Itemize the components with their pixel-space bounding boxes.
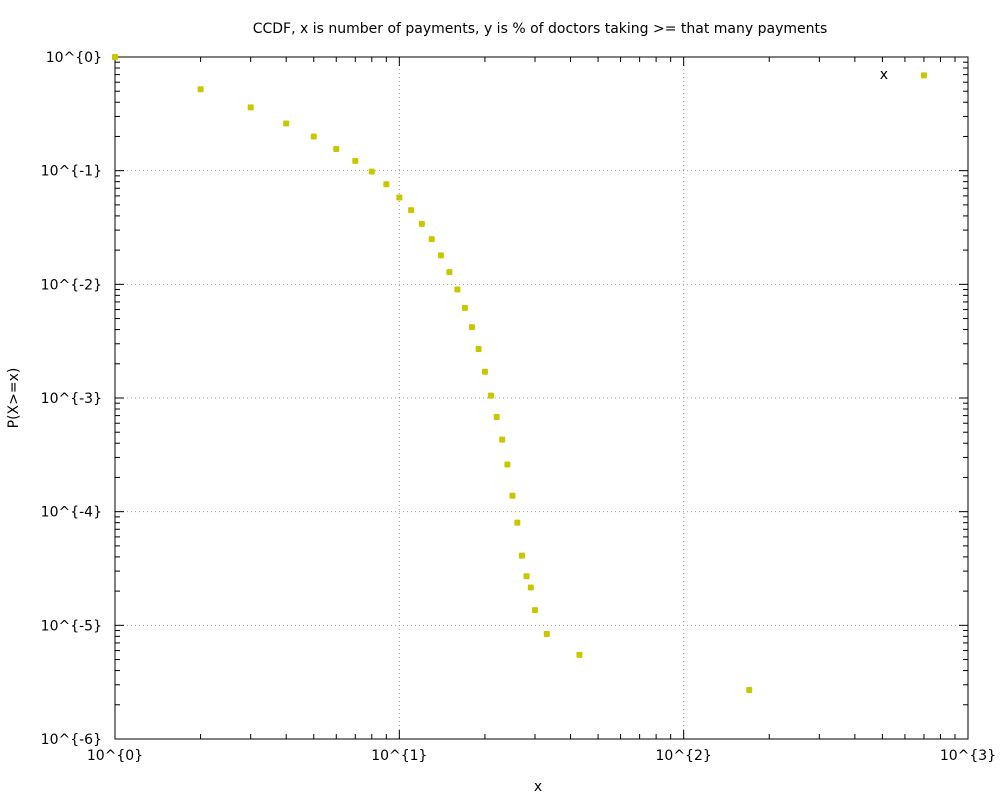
tick-layer (114, 56, 969, 740)
x-tick-label: 10^{3} (940, 748, 996, 764)
data-point (481, 368, 488, 375)
data-point (518, 552, 525, 559)
y-tick-label: 10^{-6} (41, 732, 102, 748)
data-point (504, 461, 511, 468)
data-point (920, 72, 927, 79)
data-point (454, 286, 461, 293)
data-point (543, 630, 550, 637)
data-point (487, 392, 494, 399)
data-point (499, 436, 506, 443)
data-point (247, 104, 254, 111)
data-point (514, 519, 521, 526)
data-point (746, 686, 753, 693)
data-point (112, 54, 118, 60)
legend: x (880, 67, 888, 83)
data-point (475, 345, 482, 352)
data-point (333, 146, 340, 153)
y-tick-label: 10^{-5} (41, 618, 102, 634)
data-point (437, 252, 444, 259)
x-tick-label: 10^{0} (87, 748, 143, 764)
grid-layer (115, 57, 968, 739)
x-tick-label: 10^{1} (371, 748, 427, 764)
data-point (531, 607, 538, 614)
y-axis-label: P(X>=x) (6, 368, 22, 429)
y-tick-label: 10^{-3} (41, 391, 102, 407)
y-tick-label: 10^{0} (46, 50, 102, 66)
data-point (446, 269, 453, 276)
legend-label: x (880, 67, 888, 83)
data-point (283, 120, 290, 127)
chart-title: CCDF, x is number of payments, y is % of… (253, 21, 828, 37)
x-tick-label: 10^{2} (656, 748, 712, 764)
data-point (408, 207, 415, 214)
data-point (493, 414, 500, 421)
data-point (352, 157, 359, 164)
y-tick-label: 10^{-1} (41, 164, 102, 180)
data-point (396, 194, 403, 201)
y-tick-label: 10^{-4} (41, 505, 102, 521)
points-layer (112, 54, 927, 693)
data-point (368, 168, 375, 175)
data-point (509, 492, 516, 499)
data-point (527, 584, 534, 591)
data-point (461, 304, 468, 311)
y-tick-label: 10^{-2} (41, 277, 102, 293)
x-axis-label: x (534, 779, 542, 795)
data-point (197, 86, 204, 93)
data-point (428, 236, 435, 243)
data-point (383, 181, 390, 188)
data-point (576, 651, 583, 658)
tick-label-layer: 10^{0} 10^{1} 10^{2} 10^{3} 10^{0} 10^{-1} 10^… (41, 50, 996, 764)
data-point (310, 133, 317, 140)
plot-frame (114, 56, 969, 740)
data-point (418, 220, 425, 227)
data-point (523, 573, 530, 580)
data-point (468, 324, 475, 331)
